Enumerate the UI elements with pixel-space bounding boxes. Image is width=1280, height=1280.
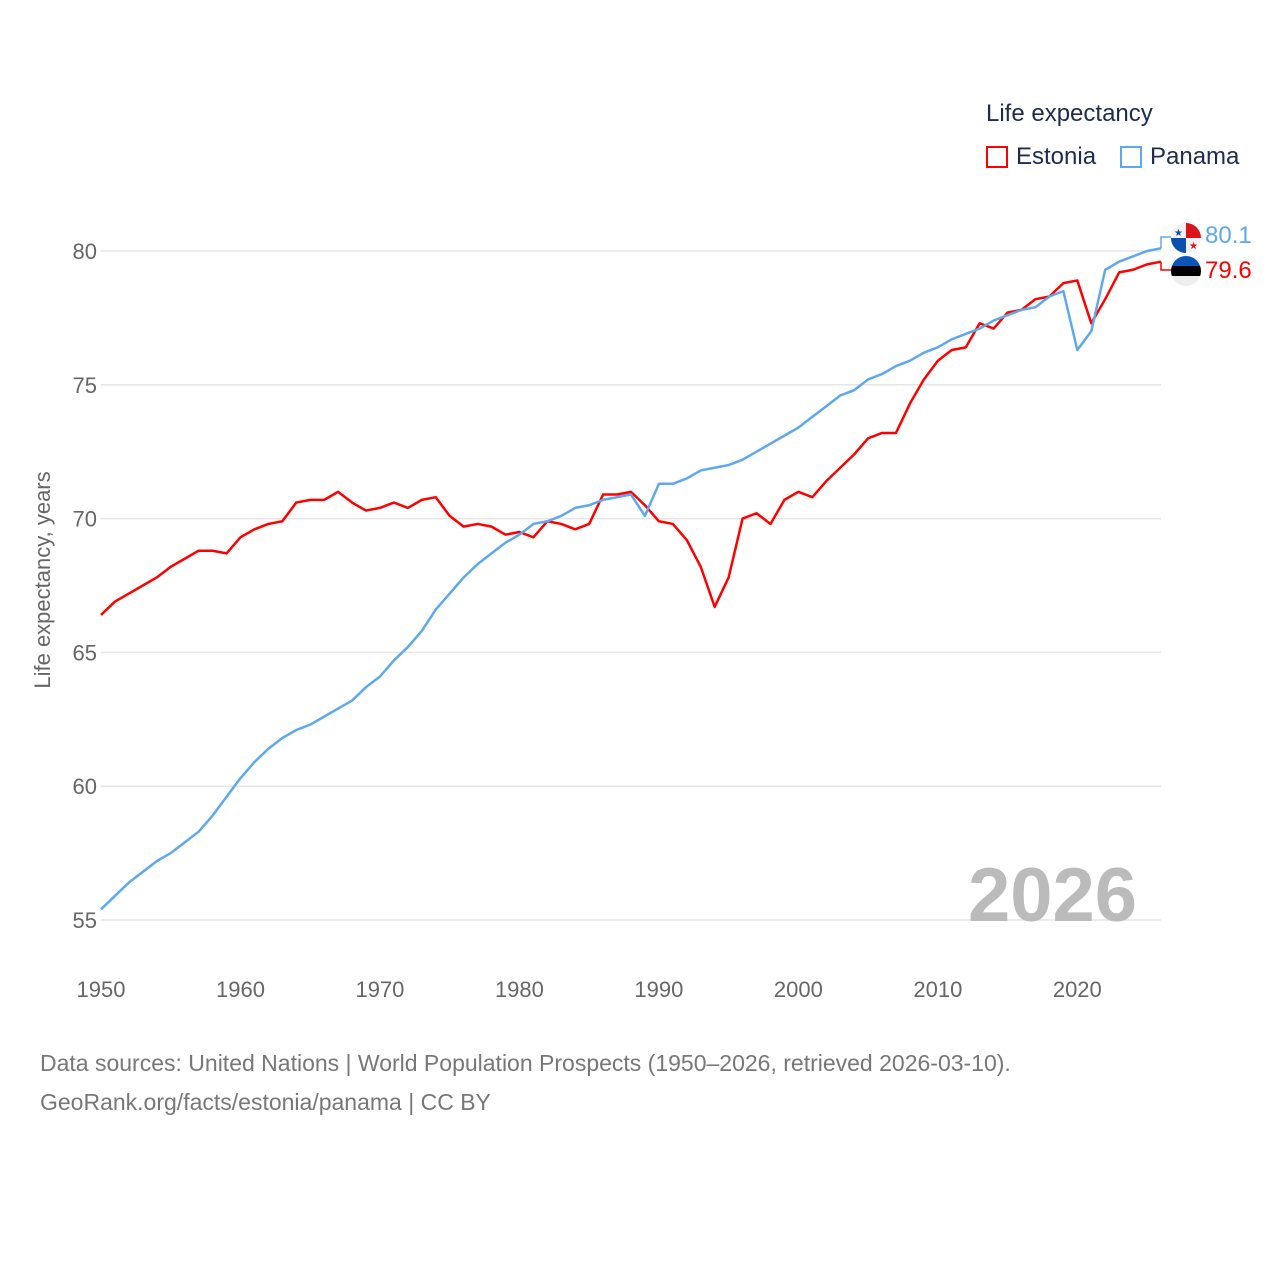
end-connector [1160,261,1171,271]
y-axis-label: Life expectancy, years [30,471,55,689]
panama-flag-blue-quarter [1171,238,1186,253]
y-tick-label: 75 [73,373,97,398]
y-tick-label: 60 [73,774,97,799]
y-tick-label: 80 [73,239,97,264]
y-tick-label: 65 [73,640,97,665]
attribution-text: GeoRank.org/facts/estonia/panama | CC BY [40,1089,491,1115]
x-tick-label: 2000 [774,977,823,1002]
legend-label: Estonia [1016,143,1097,170]
estonia-flag-black-band [1171,266,1201,276]
panama-end-value: 80.1 [1205,222,1252,249]
x-tick-label: 1970 [355,977,404,1002]
estonia-flag-white-band [1171,276,1201,286]
legend-item-estonia[interactable]: Estonia [986,143,1096,171]
estonia-end-value: 79.6 [1205,257,1252,284]
end-connector [1160,236,1171,249]
legend-swatch [986,146,1008,168]
series-line-estonia [100,260,1162,616]
footer: Data sources: United Nations | World Pop… [40,1044,1011,1122]
x-tick-label: 2010 [913,977,962,1002]
y-tick-label: 55 [73,908,97,933]
x-tick-label: 1960 [216,977,265,1002]
series-line-panama [100,247,1162,911]
legend-title: Life expectancy [986,100,1153,127]
x-tick-label: 2020 [1053,977,1102,1002]
star-icon: ★ [1189,241,1198,252]
y-tick-label: 70 [73,507,97,532]
x-tick-label: 1950 [77,977,126,1002]
legend-item-panama[interactable]: Panama [1120,143,1239,171]
legend-swatch [1120,146,1142,168]
x-tick-label: 1990 [634,977,683,1002]
current-year-label: 2026 [968,853,1138,938]
legend-label: Panama [1150,143,1240,170]
estonia-flag-icon [1171,256,1201,266]
panama-flag-red-quarter [1186,223,1201,238]
x-tick-label: 1980 [495,977,544,1002]
star-icon: ★ [1174,228,1183,239]
data-source-text: Data sources: United Nations | World Pop… [40,1050,1011,1076]
